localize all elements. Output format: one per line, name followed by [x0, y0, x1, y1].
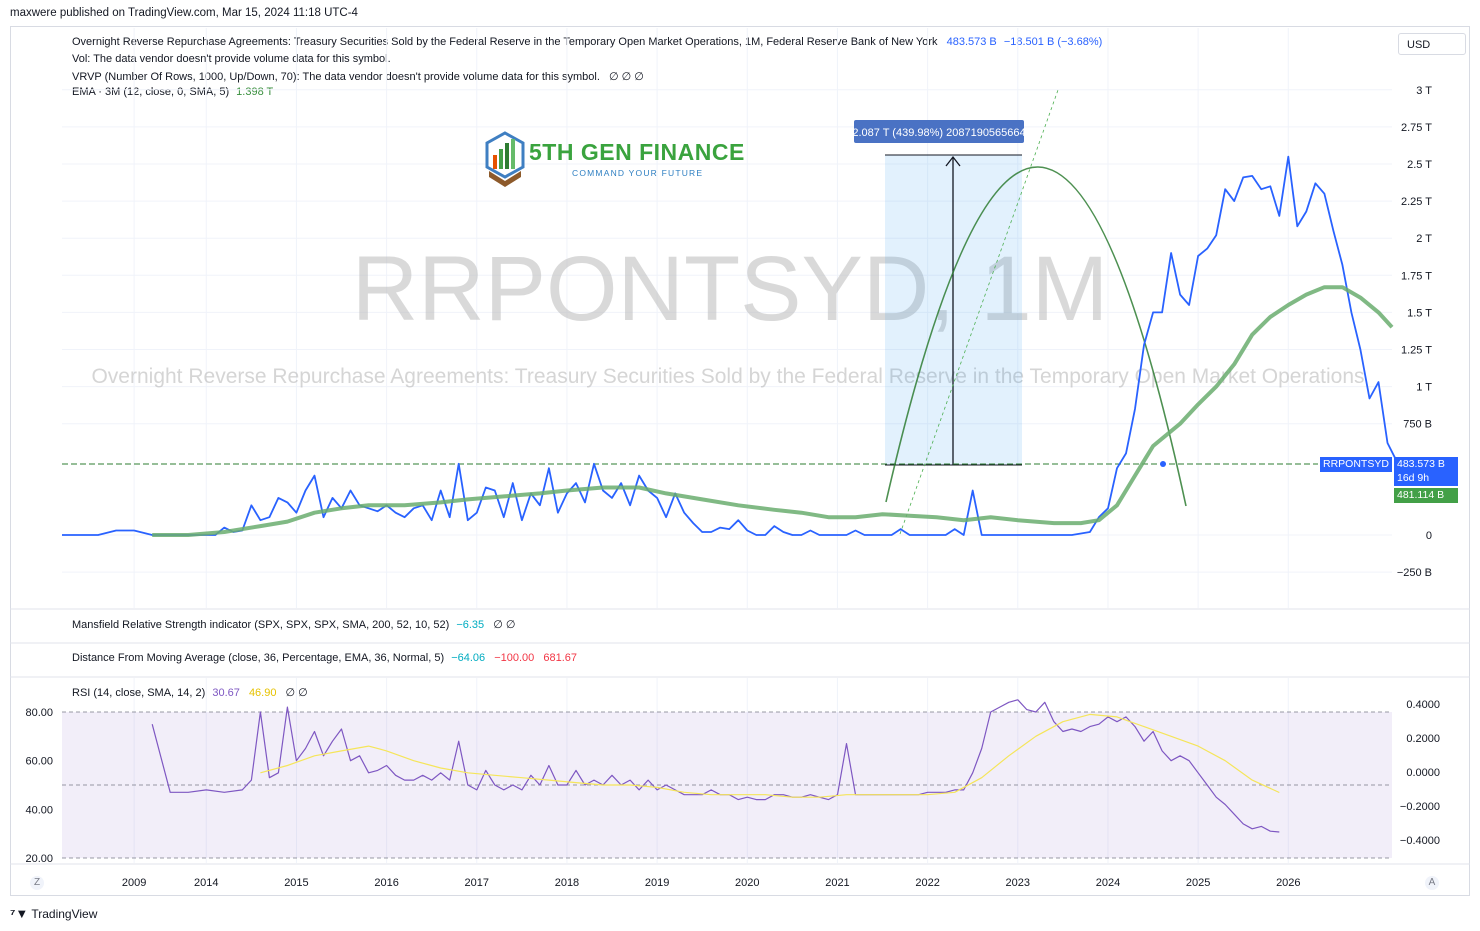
x-tick-label: 2016 [374, 877, 398, 889]
y-tick-label: 2 T [1416, 233, 1432, 245]
y-tick-label: 0 [1426, 530, 1432, 542]
series-title: Overnight Reverse Repurchase Agreements:… [72, 36, 938, 48]
y-tick-label: 2.75 T [1401, 122, 1432, 134]
x-tick-label: 2009 [122, 877, 146, 889]
rsi-left-tick-label: 80.00 [25, 707, 53, 719]
vrvp-legend[interactable]: VRVP (Number Of Rows, 1000, Up/Down, 70)… [70, 70, 644, 83]
series-legend[interactable]: Overnight Reverse Repurchase Agreements:… [70, 36, 1102, 48]
x-tick-label: 2023 [1006, 877, 1030, 889]
vrvp-values: ∅ ∅ ∅ [608, 71, 644, 83]
rsi-right-tick-label: 0.4000 [1406, 699, 1440, 711]
chart-frame [10, 26, 1470, 896]
countdown-tag: 16d 9h [1394, 471, 1458, 486]
x-tick-label: 2015 [284, 877, 308, 889]
rsi-ma-line[interactable] [260, 713, 1280, 798]
measure-label: 2.087 T (439.98%) 2087190565664 [852, 127, 1025, 139]
rsi-left-tick-label: 60.00 [25, 756, 53, 768]
watermark-symbol: RRPONTSYD, 1M [352, 238, 1109, 340]
auto-scale-z-button[interactable]: Z [30, 876, 44, 890]
ema-tag: 481.114 B [1394, 488, 1458, 503]
logo-name: 5TH GEN FINANCE [529, 139, 745, 165]
series-value: 483.573 B [946, 36, 997, 48]
ema-line[interactable] [152, 285, 1394, 537]
vrvp-text: VRVP (Number Of Rows, 1000, Up/Down, 70)… [72, 71, 600, 83]
symbol-tag: RRPONTSYD [1320, 457, 1392, 472]
x-tick-label: 2019 [645, 877, 669, 889]
tradingview-logo-icon: ⁷▼ [10, 906, 29, 921]
rsi-line[interactable] [151, 699, 1280, 833]
tradingview-brand-text: TradingView [31, 907, 98, 921]
y-tick-label: 750 B [1403, 419, 1432, 431]
rsi-left-tick-label: 20.00 [25, 853, 53, 865]
mansfield-text: Mansfield Relative Strength indicator (S… [72, 619, 450, 631]
mansfield-legend[interactable]: Mansfield Relative Strength indicator (S… [70, 618, 515, 631]
rsi-right-tick-label: 0.2000 [1406, 733, 1440, 745]
y-tick-label: 1.75 T [1401, 270, 1432, 282]
auto-scale-a-button[interactable]: A [1425, 876, 1439, 890]
x-tick-label: 2024 [1096, 877, 1120, 889]
trend-dashed-line[interactable] [899, 89, 1059, 535]
distance-value-2: −100.00 [494, 652, 535, 664]
x-tick-label: 2025 [1186, 877, 1210, 889]
last-price-dot [1160, 461, 1166, 467]
distance-legend[interactable]: Distance From Moving Average (close, 36,… [70, 652, 577, 664]
x-tick-label: 2018 [555, 877, 579, 889]
logo-tagline: COMMAND YOUR FUTURE [572, 168, 704, 178]
y-tick-label: −250 B [1397, 567, 1432, 579]
distance-value-3: 681.67 [543, 652, 578, 664]
price-tag: 483.573 B [1394, 457, 1458, 472]
ema-value: 1.398 T [236, 86, 274, 98]
rsi-right-tick-label: −0.2000 [1400, 801, 1440, 813]
y-tick-label: 3 T [1416, 85, 1432, 97]
brand-logo: 5TH GEN FINANCE COMMAND YOUR FUTURE [485, 131, 785, 193]
ema-legend[interactable]: EMA · 3M (12, close, 0, SMA, 5) 1.398 T [70, 86, 273, 98]
rsi-right-tick-label: −0.4000 [1400, 835, 1440, 847]
distance-value-1: −64.06 [451, 652, 486, 664]
logo-emblem-icon [485, 131, 525, 187]
mansfield-value: −6.35 [456, 619, 485, 631]
currency-selector[interactable]: USD [1398, 33, 1466, 55]
measure-arrow-head [945, 155, 961, 167]
rsi-left-tick-label: 40.00 [25, 804, 53, 816]
tradingview-brand: ⁷▼ TradingView [10, 906, 97, 921]
watermark-description: Overnight Reverse Repurchase Agreements:… [91, 365, 1364, 388]
x-tick-label: 2022 [915, 877, 939, 889]
parabolic-arc[interactable] [885, 166, 1187, 507]
rsi-null: ∅ ∅ [285, 687, 308, 699]
vol-legend[interactable]: Vol: The data vendor doesn't provide vol… [70, 53, 391, 65]
x-tick-label: 2026 [1276, 877, 1300, 889]
rsi-ma-value: 46.90 [248, 687, 277, 699]
y-tick-label: 2.5 T [1407, 159, 1432, 171]
rsi-value: 30.67 [212, 687, 240, 699]
mansfield-null: ∅ ∅ [493, 619, 516, 631]
y-tick-label: 1.5 T [1407, 307, 1432, 319]
y-tick-label: 2.25 T [1401, 196, 1432, 208]
x-tick-label: 2020 [735, 877, 759, 889]
rsi-right-tick-label: 0.0000 [1406, 767, 1440, 779]
vol-text: Vol: The data vendor doesn't provide vol… [72, 53, 391, 65]
y-tick-label: 1 T [1416, 382, 1432, 394]
distance-text: Distance From Moving Average (close, 36,… [72, 652, 445, 664]
x-tick-label: 2017 [465, 877, 489, 889]
rsi-legend[interactable]: RSI (14, close, SMA, 14, 2) 30.67 46.90 … [70, 686, 308, 699]
x-tick-label: 2014 [194, 877, 218, 889]
price-line[interactable] [62, 155, 1406, 536]
publisher-header: maxwere published on TradingView.com, Ma… [10, 7, 358, 19]
rsi-text: RSI (14, close, SMA, 14, 2) [72, 687, 206, 699]
ema-text: EMA · 3M (12, close, 0, SMA, 5) [72, 86, 230, 98]
y-tick-label: 1.25 T [1401, 345, 1432, 357]
x-tick-label: 2021 [825, 877, 849, 889]
measure-label-box [854, 120, 1024, 143]
series-change: −18.501 B (−3.68%) [1003, 36, 1103, 48]
